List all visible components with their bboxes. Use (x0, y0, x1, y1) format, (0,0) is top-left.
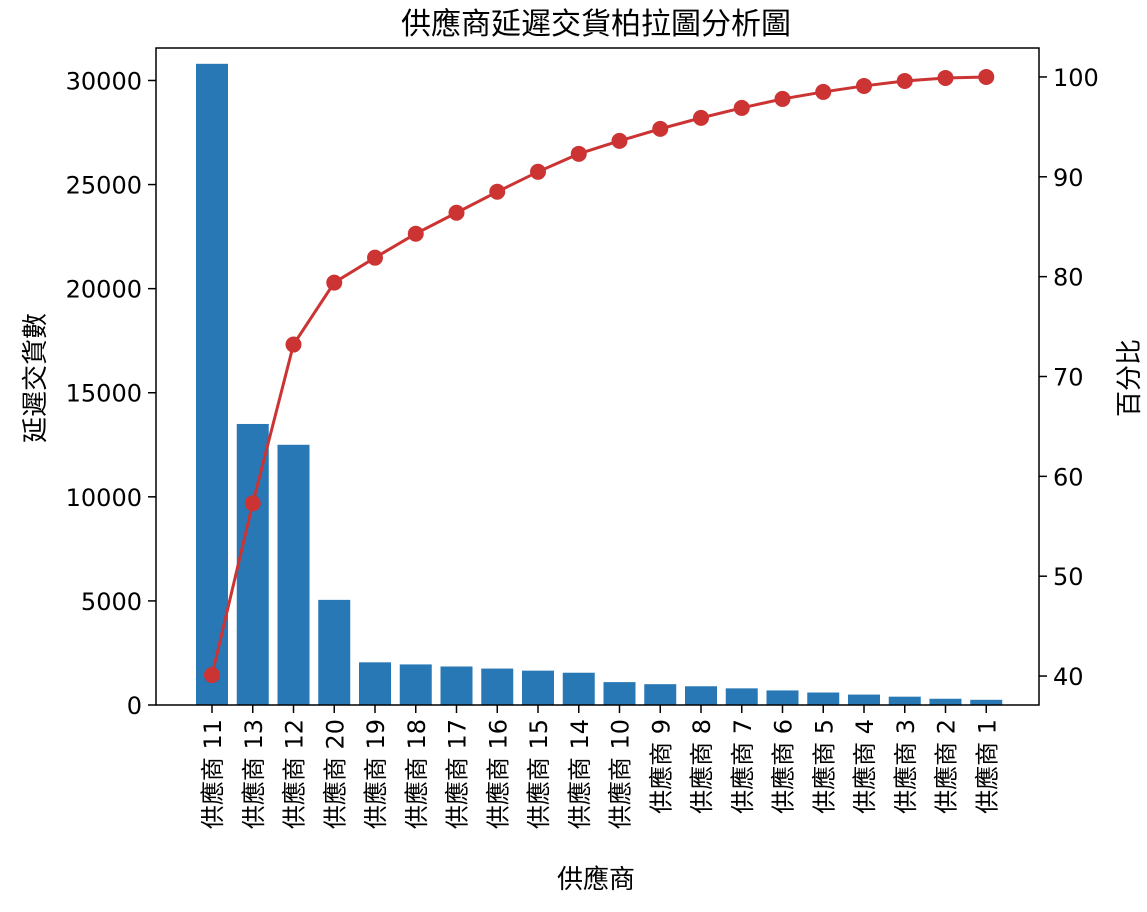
bar (766, 690, 799, 705)
y2-tick-label: 70 (1053, 364, 1084, 392)
bars-layer (196, 63, 1003, 705)
y-tick-label: 25000 (66, 172, 142, 200)
line-point (978, 68, 995, 85)
y2-tick-label: 40 (1053, 663, 1084, 691)
y2-tick-label: 100 (1053, 64, 1099, 92)
cumulative-line-layer (204, 68, 995, 684)
x-axis-label: 供應商 (557, 865, 635, 895)
x-tick-label: 供應商 12 (281, 719, 309, 829)
line-point (733, 99, 750, 116)
line-point (489, 183, 506, 200)
line-point (937, 69, 954, 86)
x-tick-label: 供應商 5 (810, 719, 838, 814)
x-tick-label: 供應商 16 (484, 719, 512, 829)
y-tick-label: 5000 (81, 588, 142, 616)
y-axis-label: 延遲交貨數 (21, 313, 51, 443)
y-tick-label: 30000 (66, 67, 142, 95)
bar (562, 672, 595, 705)
line-point (856, 77, 872, 94)
x-tick-label: 供應商 4 (851, 719, 879, 814)
x-tick-label: 供應商 14 (566, 719, 594, 829)
x-tick-label: 供應商 6 (770, 719, 798, 814)
x-tick-label: 供應商 3 (892, 719, 920, 814)
bar (318, 599, 351, 705)
line-point (570, 145, 587, 162)
y2-tick-label: 80 (1053, 264, 1084, 292)
bar (603, 682, 636, 705)
y-tick-label: 10000 (66, 484, 142, 512)
bar (929, 698, 962, 705)
bar (970, 699, 1003, 705)
line-point (815, 83, 832, 100)
line-point (407, 225, 424, 242)
line-point (244, 495, 261, 512)
y-tick-label: 0 (127, 692, 142, 720)
bar (399, 664, 432, 705)
bar (807, 692, 840, 705)
x-tick-label: 供應商 10 (607, 719, 635, 829)
cumulative-line (210, 75, 987, 676)
line-point (693, 109, 709, 126)
line-point (367, 249, 383, 266)
bar (196, 63, 228, 705)
bar (522, 670, 554, 705)
ticks-layer: 0 5000 10000 15000 20000 25000 30000 40 50 60 70 80… (66, 64, 1099, 829)
bar (277, 444, 310, 705)
bar (725, 688, 758, 705)
bar (685, 686, 717, 705)
x-tick-label: 供應商 8 (688, 719, 716, 814)
x-tick-label: 供應商 13 (240, 719, 268, 829)
y-tick-label: 20000 (66, 276, 142, 304)
x-tick-label: 供應商 11 (199, 719, 227, 829)
y-tick-label: 15000 (66, 380, 142, 408)
line-point (530, 163, 546, 180)
line-point (326, 274, 343, 291)
x-tick-label: 供應商 2 (933, 719, 961, 814)
y2-tick-label: 90 (1053, 164, 1084, 192)
y2-tick-label: 60 (1053, 463, 1084, 491)
bar (888, 696, 921, 705)
x-tick-label: 供應商 1 (973, 719, 1001, 814)
y2-axis-label: 百分比 (1115, 339, 1145, 417)
x-tick-label: 供應商 9 (647, 719, 675, 814)
x-tick-label: 供應商 15 (525, 719, 553, 829)
bar (236, 423, 269, 705)
chart-title: 供應商延遲交貨柏拉圖分析圖 (401, 7, 791, 42)
bar (848, 694, 880, 705)
x-tick-label: 供應商 19 (362, 719, 390, 829)
line-point (204, 667, 220, 684)
x-tick-label: 供應商 17 (444, 719, 472, 829)
x-tick-label: 供應商 7 (729, 719, 757, 814)
x-tick-label: 供應商 18 (403, 719, 431, 829)
line-point (611, 132, 628, 149)
x-tick-label: 供應商 20 (321, 719, 349, 829)
line-point (774, 90, 791, 107)
bar (359, 662, 391, 705)
bar (440, 666, 473, 705)
bar (644, 684, 677, 705)
line-point (896, 72, 913, 89)
line-point (285, 336, 302, 353)
bar (481, 668, 514, 705)
line-point (652, 120, 669, 137)
line-point (448, 204, 465, 221)
y2-tick-label: 50 (1053, 563, 1084, 591)
